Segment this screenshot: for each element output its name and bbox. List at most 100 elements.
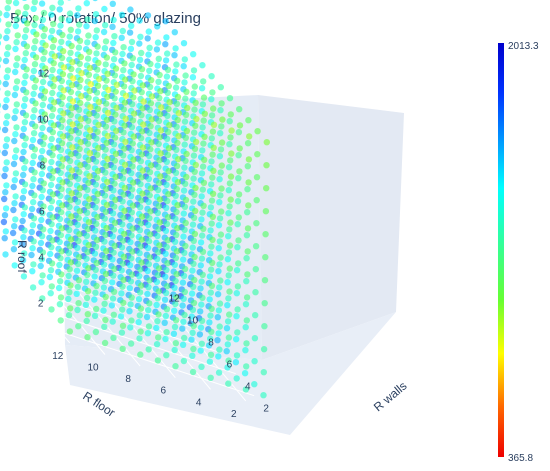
- data-point: [216, 176, 223, 183]
- data-point: [109, 0, 117, 7]
- data-point: [146, 129, 153, 137]
- data-point: [29, 245, 36, 252]
- data-point: [120, 152, 127, 159]
- data-point: [234, 329, 241, 336]
- data-point: [136, 289, 144, 296]
- data-point: [216, 346, 223, 353]
- data-point: [76, 254, 83, 261]
- data-point: [260, 346, 268, 353]
- data-point: [147, 123, 154, 130]
- data-point: [164, 112, 171, 120]
- data-point: [110, 164, 117, 171]
- data-point: [21, 119, 29, 126]
- data-point: [128, 317, 135, 324]
- data-point: [208, 96, 215, 103]
- data-point: [2, 166, 9, 173]
- data-point: [199, 294, 206, 301]
- data-point: [104, 109, 112, 117]
- data-point: [76, 21, 83, 28]
- data-point: [40, 157, 48, 164]
- data-point: [120, 214, 127, 221]
- data-point: [101, 238, 108, 245]
- data-point: [66, 243, 74, 250]
- data-point: [74, 260, 82, 268]
- y-tick-label: 8: [125, 374, 131, 385]
- data-point: [122, 92, 130, 100]
- data-point: [139, 144, 147, 151]
- data-point: [244, 271, 251, 278]
- data-point: [155, 288, 162, 295]
- data-point: [137, 72, 145, 80]
- data-point: [138, 197, 145, 204]
- data-point: [243, 294, 251, 301]
- data-point: [2, 120, 10, 127]
- data-point: [165, 82, 172, 90]
- data-point: [48, 11, 55, 18]
- data-point: [183, 150, 190, 158]
- data-point: [223, 348, 230, 355]
- data-point: [162, 289, 170, 297]
- data-point: [228, 127, 235, 134]
- data-point: [217, 169, 224, 176]
- data-point: [129, 101, 136, 108]
- data-point: [66, 289, 73, 296]
- data-point: [58, 225, 66, 232]
- data-point: [130, 71, 137, 78]
- data-point: [122, 115, 129, 123]
- data-point: [137, 204, 144, 211]
- data-point: [30, 67, 38, 75]
- data-point: [218, 100, 225, 107]
- data-point: [208, 243, 215, 250]
- data-point: [156, 242, 163, 249]
- data-point: [154, 318, 161, 325]
- data-point: [183, 88, 190, 96]
- data-point: [119, 198, 126, 205]
- data-point: [216, 238, 223, 245]
- data-point: [215, 307, 223, 314]
- data-point: [144, 244, 152, 252]
- data-point: [30, 153, 37, 160]
- data-point: [208, 135, 215, 142]
- data-point: [254, 128, 261, 135]
- y-tick-label: 4: [196, 397, 202, 408]
- data-point: [145, 198, 152, 206]
- data-point: [190, 51, 197, 58]
- data-point: [87, 104, 94, 111]
- data-point: [109, 295, 117, 302]
- data-point: [77, 139, 84, 146]
- data-point: [214, 337, 221, 344]
- data-point: [261, 277, 269, 284]
- data-point: [21, 165, 28, 172]
- data-point: [110, 141, 118, 148]
- data-point: [243, 232, 251, 239]
- data-point: [2, 143, 10, 150]
- data-point: [163, 158, 170, 165]
- data-point: [139, 105, 146, 112]
- data-point: [38, 0, 46, 7]
- data-point: [207, 227, 214, 234]
- data-point: [101, 45, 109, 52]
- data-point: [68, 105, 76, 112]
- data-point: [60, 87, 67, 94]
- data-point: [2, 205, 10, 212]
- data-point: [20, 188, 28, 195]
- data-point: [75, 5, 82, 12]
- data-point: [38, 279, 45, 286]
- data-point: [199, 271, 206, 278]
- data-point: [85, 32, 92, 39]
- data-point: [29, 284, 37, 291]
- data-point: [111, 180, 118, 187]
- data-point: [84, 186, 91, 193]
- data-point: [148, 139, 155, 146]
- data-point: [190, 67, 198, 74]
- data-point: [13, 147, 20, 154]
- data-point: [12, 216, 19, 223]
- data-point: [227, 134, 234, 141]
- data-point: [260, 369, 267, 376]
- data-point: [68, 190, 75, 197]
- data-point: [31, 107, 38, 114]
- data-point: [19, 240, 26, 248]
- data-point: [163, 243, 170, 251]
- data-point: [183, 173, 190, 181]
- data-point: [189, 306, 197, 313]
